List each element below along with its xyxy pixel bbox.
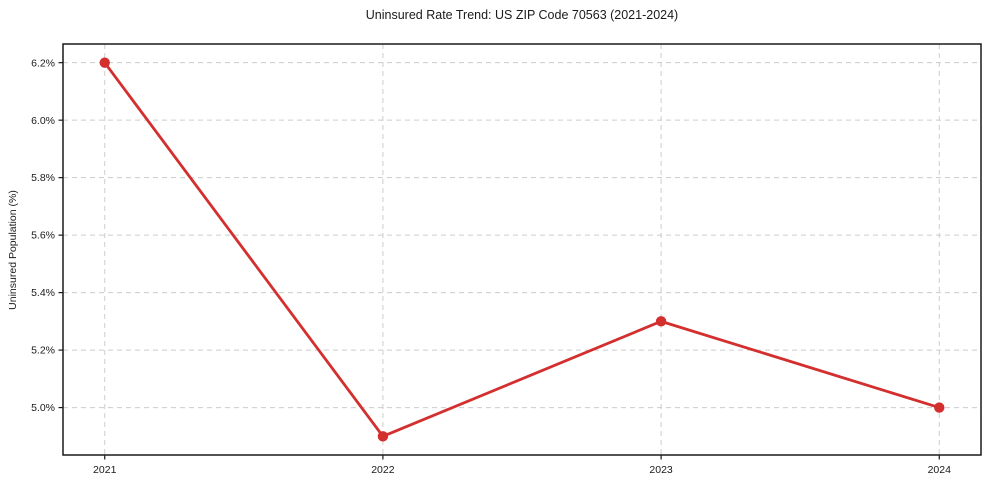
trend-line xyxy=(103,61,941,438)
chart-title: Uninsured Rate Trend: US ZIP Code 70563 … xyxy=(365,8,679,22)
x-tick-label: 2022 xyxy=(371,464,395,476)
y-tick-label: 5.0% xyxy=(31,402,55,414)
data-point xyxy=(934,402,945,413)
plot-border xyxy=(62,43,982,456)
y-tick-label: 6.0% xyxy=(31,115,55,127)
data-point xyxy=(99,57,110,68)
y-tick-label: 5.6% xyxy=(31,230,55,242)
x-tick-label: 2024 xyxy=(928,464,952,476)
data-point xyxy=(377,431,389,442)
y-tick-label: 5.4% xyxy=(31,287,55,299)
y-tick-label: 5.8% xyxy=(31,172,55,184)
x-tick-label: 2023 xyxy=(649,464,673,476)
data-point xyxy=(655,316,667,327)
y-tick-label: 5.2% xyxy=(31,345,55,357)
y-tick-label: 6.2% xyxy=(31,57,55,69)
x-tick-label: 2021 xyxy=(93,464,117,476)
